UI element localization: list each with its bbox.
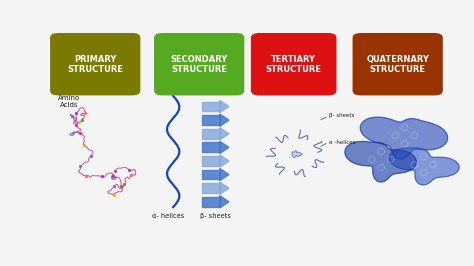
Polygon shape [202,170,220,180]
Polygon shape [220,141,229,153]
Polygon shape [202,156,220,166]
Polygon shape [220,182,229,194]
Polygon shape [202,183,220,193]
Polygon shape [202,143,220,152]
Text: α- helices: α- helices [152,213,184,219]
Text: β- sheets: β- sheets [329,113,355,118]
Polygon shape [389,148,459,185]
Polygon shape [220,155,229,167]
Polygon shape [202,115,220,125]
Polygon shape [360,117,447,159]
Polygon shape [220,101,229,113]
Text: β- sheets: β- sheets [201,213,231,219]
FancyBboxPatch shape [50,33,140,95]
Text: Amino
Acids: Amino Acids [58,95,81,108]
Polygon shape [345,142,416,182]
FancyBboxPatch shape [154,33,244,95]
Polygon shape [220,196,229,208]
Polygon shape [202,129,220,139]
Polygon shape [220,128,229,140]
Polygon shape [220,168,229,181]
Polygon shape [202,102,220,111]
Text: QUATERNARY
STRUCTURE: QUATERNARY STRUCTURE [366,55,429,74]
FancyBboxPatch shape [251,33,337,95]
Polygon shape [202,197,220,207]
Text: SECONDARY
STRUCTURE: SECONDARY STRUCTURE [171,55,228,74]
Text: PRIMARY
STRUCTURE: PRIMARY STRUCTURE [67,55,123,74]
FancyBboxPatch shape [353,33,443,95]
Text: α -helices: α -helices [329,140,356,145]
Polygon shape [292,151,302,157]
Text: TERTIARY
STRUCTURE: TERTIARY STRUCTURE [266,55,322,74]
Polygon shape [220,114,229,126]
